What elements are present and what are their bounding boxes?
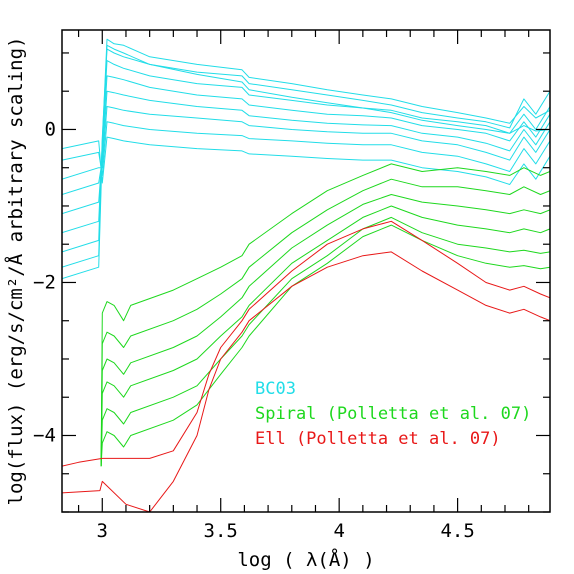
x-tick-label: 4.5	[440, 520, 474, 542]
legend-entry-bc03: BC03	[255, 379, 296, 399]
series-line-ell-16	[62, 251, 550, 512]
series-line-spiral-11	[100, 194, 550, 467]
plot-frame	[61, 29, 551, 513]
legend-entry-ell: Ell (Polletta et al. 07)	[255, 429, 501, 449]
legend: BC03 Spiral (Polletta et al. 07) Ell (Po…	[255, 379, 531, 449]
series-layer	[62, 38, 550, 512]
series-line-bc03-7	[62, 121, 550, 176]
y-axis-label: log(flux) (erg/s/cm²/Å arbitrary scaling…	[4, 37, 27, 506]
series-line-spiral-10	[100, 178, 550, 467]
series-line-bc03-0	[62, 44, 550, 280]
tick-layer	[62, 30, 550, 513]
series-line-spiral-9	[100, 163, 550, 467]
x-axis-label: log ( λ(Å) )	[237, 548, 374, 571]
x-tick-label: 4	[333, 520, 344, 542]
series-line-ell-15	[62, 220, 550, 467]
series-line-bc03-6	[62, 106, 550, 180]
y-tick-label: −2	[33, 271, 56, 293]
series-line-bc03-4	[62, 75, 550, 215]
series-line-spiral-13	[100, 216, 550, 467]
y-tick-label: −4	[33, 424, 56, 446]
series-line-bc03-3	[62, 60, 550, 234]
series-line-spiral-12	[100, 205, 550, 467]
legend-entry-spiral: Spiral (Polletta et al. 07)	[255, 404, 531, 424]
series-line-bc03-8	[62, 136, 550, 185]
y-tick-label: 0	[45, 118, 56, 140]
series-line-spiral-14	[100, 224, 550, 467]
tick-label-layer: 3 3.5 4 4.5 0 −2 −4	[33, 118, 475, 542]
x-tick-label: 3.5	[204, 520, 238, 542]
series-line-bc03-2	[62, 48, 550, 253]
series-line-bc03-5	[62, 90, 550, 195]
series-line-bc03-1	[62, 38, 550, 268]
x-tick-label: 3	[97, 520, 108, 542]
